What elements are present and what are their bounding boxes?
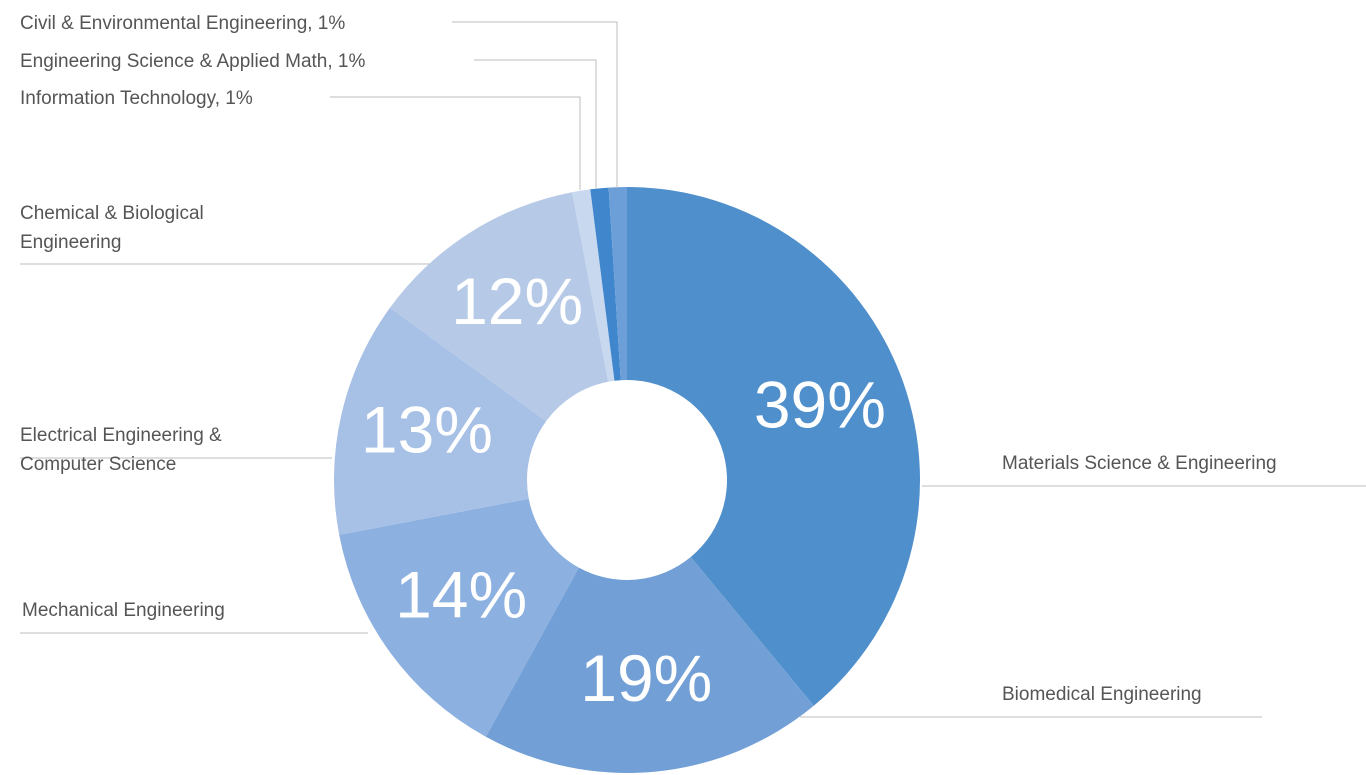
- donut-slice: [590, 187, 621, 381]
- category-label: Mechanical Engineering: [22, 600, 225, 621]
- leader-line: [474, 59, 597, 188]
- donut-slice: [339, 498, 579, 737]
- donut-slice: [608, 187, 627, 381]
- value-label: 19%: [580, 642, 712, 716]
- category-label: Electrical Engineering & Computer Science: [20, 425, 222, 475]
- donut-slice: [627, 187, 920, 706]
- donut-slice: [572, 189, 615, 382]
- value-label: 39%: [754, 368, 886, 442]
- donut-slice: [334, 307, 547, 535]
- leader-line: [330, 96, 581, 190]
- category-label: Biomedical Engineering: [1002, 684, 1202, 705]
- leader-line: [452, 21, 618, 188]
- category-label: Materials Science & Engineering: [1002, 453, 1277, 474]
- category-label: Civil & Environmental Engineering, 1%: [20, 13, 345, 34]
- category-label: Engineering Science & Applied Math, 1%: [20, 51, 365, 72]
- donut-slice: [485, 557, 814, 773]
- value-label: 12%: [451, 264, 583, 338]
- value-label: 13%: [361, 393, 493, 467]
- category-label: Information Technology, 1%: [20, 88, 253, 109]
- donut-slice: [389, 192, 609, 422]
- category-label: Chemical & Biological Engineering: [20, 203, 204, 253]
- value-label: 14%: [395, 558, 527, 632]
